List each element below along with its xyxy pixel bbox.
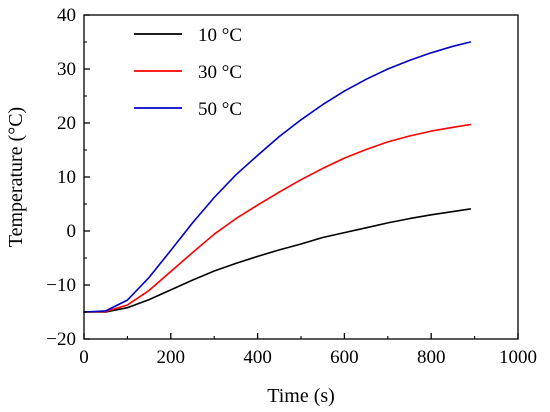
y-tick-label: 40 (57, 5, 76, 26)
y-tick-label: 20 (57, 113, 76, 134)
series-layer (83, 41, 472, 313)
legend: 10 °C 30 °C 50 °C (134, 25, 242, 120)
legend-label-1: 10 °C (198, 25, 242, 46)
y-tick-label: −10 (46, 275, 76, 296)
y-tick-label: 10 (57, 167, 76, 188)
series-line-3 (83, 41, 472, 313)
x-tick-label: 1000 (499, 347, 537, 368)
x-axis-title: Time (s) (267, 385, 335, 407)
x-tick-label: 200 (157, 347, 186, 368)
y-tick-label: 0 (67, 221, 77, 242)
axes: 0 200 400 600 800 1000 −20 −10 0 10 20 30 40 (46, 5, 537, 368)
series-line-2 (83, 123, 472, 313)
legend-label-2: 30 °C (198, 62, 242, 83)
legend-label-3: 50 °C (198, 99, 242, 120)
x-tick-label: 400 (243, 347, 272, 368)
series-line-1 (83, 208, 472, 313)
x-tick-label: 600 (330, 347, 359, 368)
x-tick-label: 800 (417, 347, 446, 368)
x-tick-label: 0 (79, 347, 89, 368)
y-axis-title: Temperature (°C) (5, 107, 27, 247)
y-tick-label: 30 (57, 59, 76, 80)
y-tick-label: −20 (46, 329, 76, 350)
